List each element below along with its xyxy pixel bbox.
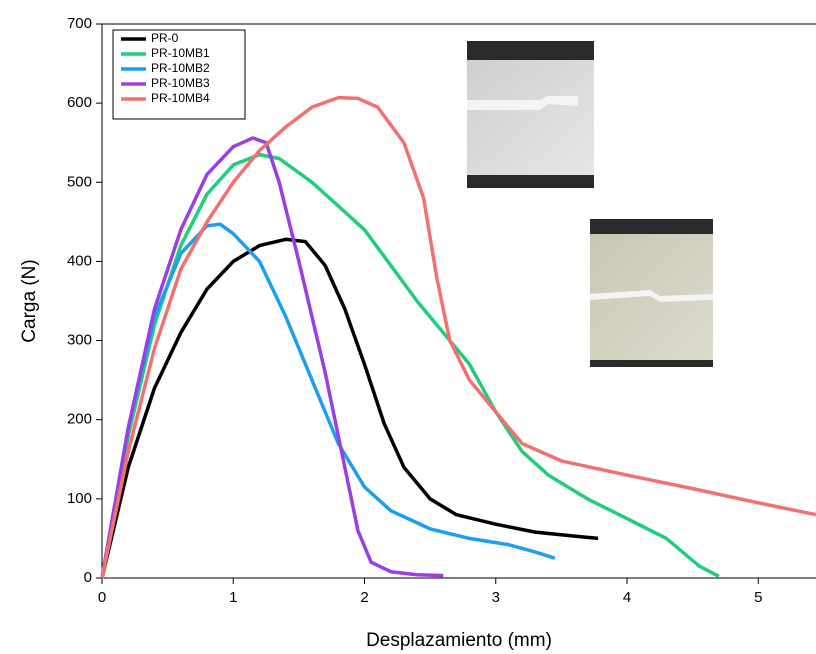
y-tick-label: 400 — [67, 252, 92, 269]
legend-box — [112, 29, 246, 120]
y-tick-label: 0 — [84, 569, 92, 586]
series-line — [100, 222, 556, 579]
legend-label: PR-10MB2 — [151, 61, 210, 75]
series-line — [100, 152, 720, 579]
photo — [590, 219, 713, 367]
series-line — [100, 136, 444, 579]
x-tick-label: 3 — [492, 589, 500, 606]
y-tick-label: 500 — [67, 173, 92, 190]
legend-label: PR-10MB3 — [151, 76, 210, 90]
x-tick-label: 5 — [754, 589, 762, 606]
y-axis-label: Carga (N) — [19, 259, 40, 342]
x-tick-label: 2 — [360, 589, 368, 606]
y-tick-label: 600 — [67, 94, 92, 111]
series-line — [100, 95, 816, 579]
y-tick-label: 300 — [67, 332, 92, 349]
x-tick-label: 1 — [229, 589, 237, 606]
x-axis-label: Desplazamiento (mm) — [366, 630, 552, 651]
photo — [467, 41, 594, 188]
y-tick-label: 700 — [67, 15, 92, 32]
legend-label: PR-0 — [151, 31, 179, 45]
x-tick-label: 0 — [98, 589, 106, 606]
legend-label: PR-10MB1 — [151, 46, 210, 60]
legend-label: PR-10MB4 — [151, 91, 210, 105]
y-tick-label: 200 — [67, 411, 92, 428]
x-tick-label: 4 — [623, 589, 631, 606]
y-tick-label: 100 — [67, 490, 92, 507]
series-line — [100, 237, 599, 579]
